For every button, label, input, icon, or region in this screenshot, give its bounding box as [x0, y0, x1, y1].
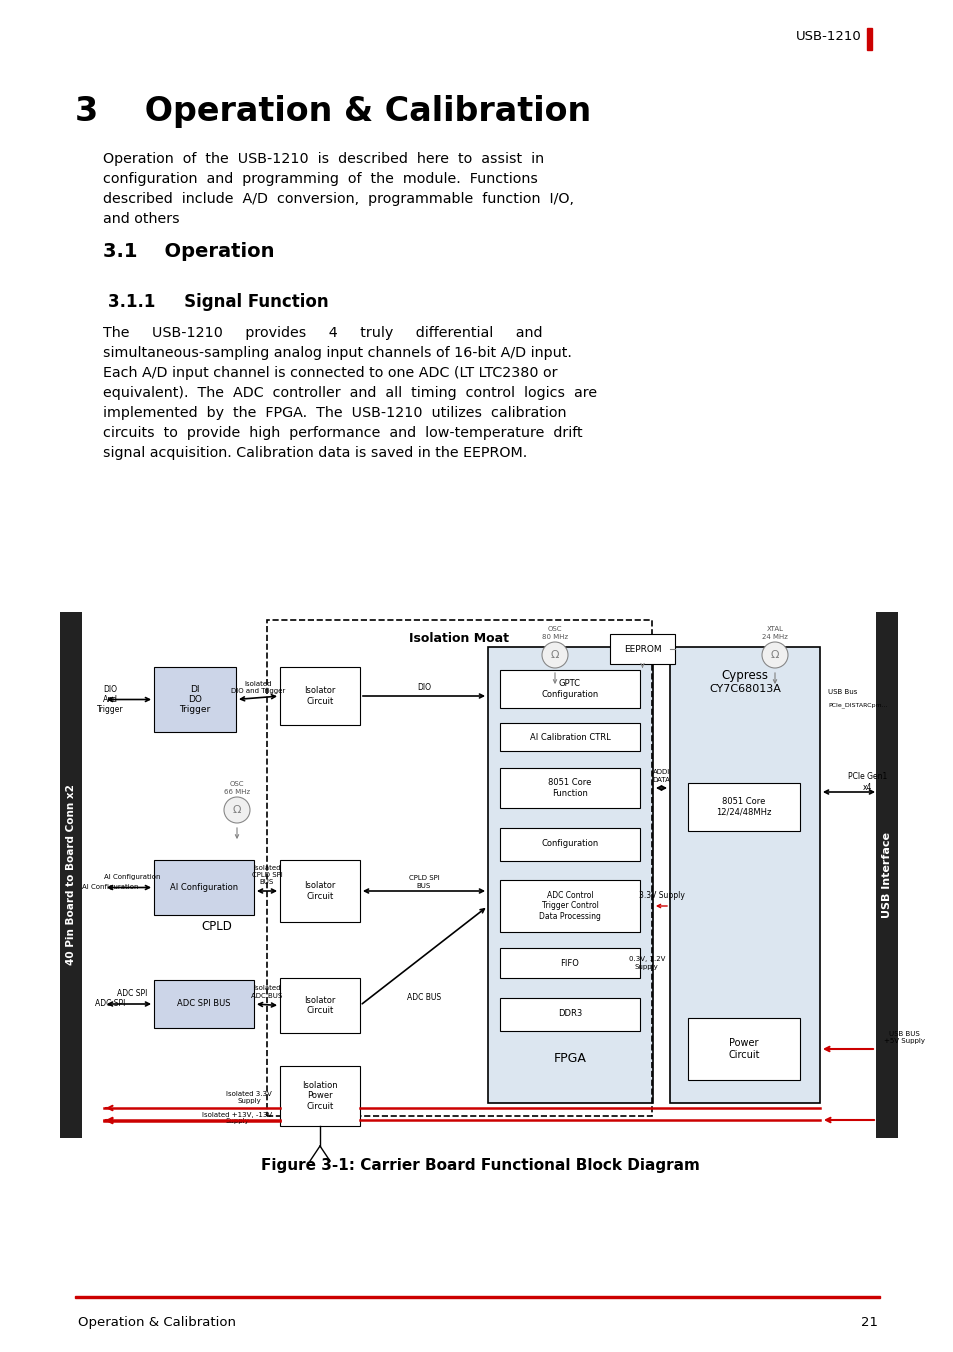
Text: ADC SPI: ADC SPI	[116, 990, 147, 999]
Text: CPLD: CPLD	[201, 921, 233, 933]
Text: 66 MHz: 66 MHz	[224, 790, 250, 795]
Bar	[669, 648, 820, 1103]
Text: AI Configuration: AI Configuration	[104, 875, 160, 880]
Bar	[499, 827, 639, 861]
Text: Ω: Ω	[770, 650, 779, 660]
Text: XTAL: XTAL	[765, 626, 782, 631]
Text: Isolator
Circuit: Isolator Circuit	[304, 996, 335, 1015]
Bar	[280, 1065, 359, 1126]
Text: 8051 Core
12/24/48MHz: 8051 Core 12/24/48MHz	[716, 798, 771, 817]
Text: Figure 3-1: Carrier Board Functional Block Diagram: Figure 3-1: Carrier Board Functional Blo…	[260, 1159, 699, 1174]
Text: Isolator
Circuit: Isolator Circuit	[304, 882, 335, 900]
Text: AI Configuration: AI Configuration	[82, 884, 138, 891]
Text: Ω: Ω	[550, 650, 558, 660]
Bar	[499, 671, 639, 708]
Text: ADC BUS: ADC BUS	[407, 992, 440, 1002]
Bar	[875, 612, 897, 1138]
Text: 8051 Core
Function: 8051 Core Function	[548, 779, 591, 798]
Text: 40 Pin Board to Board Conn x2: 40 Pin Board to Board Conn x2	[66, 784, 76, 965]
Text: USB Bus: USB Bus	[827, 690, 857, 695]
Bar	[866, 28, 871, 50]
Text: ADC SPI: ADC SPI	[94, 999, 125, 1009]
Text: implemented  by  the  FPGA.  The  USB-1210  utilizes  calibration: implemented by the FPGA. The USB-1210 ut…	[103, 406, 566, 420]
Text: DI
DO
Trigger: DI DO Trigger	[179, 684, 211, 714]
Text: Operation & Calibration: Operation & Calibration	[78, 1315, 235, 1329]
Bar	[687, 1018, 800, 1080]
Text: AI Calibration CTRL: AI Calibration CTRL	[529, 733, 610, 741]
Bar	[499, 768, 639, 808]
Text: 3.1.1     Signal Function: 3.1.1 Signal Function	[108, 293, 328, 311]
Text: FIFO: FIFO	[560, 959, 578, 968]
Text: AI Configuration: AI Configuration	[170, 883, 238, 892]
Circle shape	[541, 642, 567, 668]
Text: Isolation Moat: Isolation Moat	[409, 631, 509, 645]
Text: Isolated 3.3V
Supply: Isolated 3.3V Supply	[226, 1091, 272, 1105]
Text: circuits  to  provide  high  performance  and  low-temperature  drift: circuits to provide high performance and…	[103, 426, 582, 439]
Text: signal acquisition. Calibration data is saved in the EEPROM.: signal acquisition. Calibration data is …	[103, 446, 527, 460]
Bar	[499, 723, 639, 750]
Bar	[267, 621, 651, 1115]
Text: Ω: Ω	[233, 804, 241, 815]
Text: OSC: OSC	[547, 626, 561, 631]
Text: DDR3: DDR3	[558, 1010, 581, 1018]
Text: described  include  A/D  conversion,  programmable  function  I/O,: described include A/D conversion, progra…	[103, 192, 574, 206]
Text: ADDI
DATA: ADDI DATA	[652, 769, 670, 783]
Circle shape	[761, 642, 787, 668]
Text: Isolated
ADC BUS: Isolated ADC BUS	[251, 986, 282, 999]
Text: FPGA: FPGA	[554, 1052, 586, 1064]
Bar	[153, 980, 253, 1028]
Bar	[488, 648, 652, 1103]
Text: 3.1    Operation: 3.1 Operation	[103, 242, 274, 261]
Bar	[75, 1295, 879, 1298]
Text: GPTC
Configuration: GPTC Configuration	[540, 679, 598, 699]
Text: The     USB-1210     provides     4     truly     differential     and: The USB-1210 provides 4 truly differenti…	[103, 326, 542, 339]
Text: configuration  and  programming  of  the  module.  Functions: configuration and programming of the mod…	[103, 172, 537, 187]
Bar	[499, 880, 639, 932]
Bar	[499, 948, 639, 977]
Bar	[499, 998, 639, 1032]
Text: 24 MHz: 24 MHz	[761, 634, 787, 639]
Circle shape	[224, 796, 250, 823]
Text: USB Interface: USB Interface	[882, 831, 891, 918]
Text: Isolator
Circuit: Isolator Circuit	[304, 687, 335, 706]
Text: Isolated +13V, -13V
Supply: Isolated +13V, -13V Supply	[202, 1111, 272, 1125]
Text: 80 MHz: 80 MHz	[541, 634, 567, 639]
Text: USB BUS
+5V Supply: USB BUS +5V Supply	[883, 1032, 924, 1045]
Text: Isolation
Power
Circuit: Isolation Power Circuit	[302, 1082, 337, 1111]
Bar	[60, 612, 82, 1138]
Bar	[280, 860, 359, 922]
Text: Each A/D input channel is connected to one ADC (LT LTC2380 or: Each A/D input channel is connected to o…	[103, 366, 557, 380]
Text: ADC SPI BUS: ADC SPI BUS	[177, 999, 231, 1009]
Bar	[153, 667, 235, 731]
Text: DIO
And
Trigger: DIO And Trigger	[96, 684, 123, 714]
Text: ADC Control
Trigger Control
Data Processing: ADC Control Trigger Control Data Process…	[538, 891, 600, 921]
Text: PCIe_DISTARCpm...: PCIe_DISTARCpm...	[827, 702, 886, 708]
Text: EEPROM: EEPROM	[623, 645, 660, 653]
Text: CY7C68013A: CY7C68013A	[708, 684, 781, 694]
Text: OSC: OSC	[230, 781, 244, 787]
Text: Power
Circuit: Power Circuit	[727, 1038, 759, 1060]
Text: 3.3V Supply: 3.3V Supply	[638, 891, 683, 900]
Bar	[153, 860, 253, 915]
Text: Isolated
CPLD SPI
BUS: Isolated CPLD SPI BUS	[252, 865, 282, 886]
Text: Cypress: Cypress	[720, 668, 768, 681]
Bar	[687, 783, 800, 831]
Text: Isolated
DIO and Trigger: Isolated DIO and Trigger	[231, 681, 285, 694]
Text: 3    Operation & Calibration: 3 Operation & Calibration	[75, 95, 591, 128]
Text: simultaneous-sampling analog input channels of 16-bit A/D input.: simultaneous-sampling analog input chann…	[103, 346, 571, 360]
Text: and others: and others	[103, 212, 179, 226]
Text: Configuration: Configuration	[540, 840, 598, 849]
Text: CPLD SPI
BUS: CPLD SPI BUS	[408, 876, 439, 888]
Text: 0.3V, 1.2V
Supply: 0.3V, 1.2V Supply	[628, 956, 664, 969]
Bar	[280, 667, 359, 725]
Text: Operation  of  the  USB-1210  is  described  here  to  assist  in: Operation of the USB-1210 is described h…	[103, 151, 543, 166]
Text: equivalent).  The  ADC  controller  and  all  timing  control  logics  are: equivalent). The ADC controller and all …	[103, 387, 597, 400]
Text: PCIe Gen1
x4: PCIe Gen1 x4	[847, 772, 886, 792]
Bar	[609, 634, 675, 664]
Text: USB-1210: USB-1210	[796, 30, 862, 42]
Bar	[280, 977, 359, 1033]
Text: 21: 21	[861, 1315, 877, 1329]
Text: DIO: DIO	[416, 684, 431, 692]
